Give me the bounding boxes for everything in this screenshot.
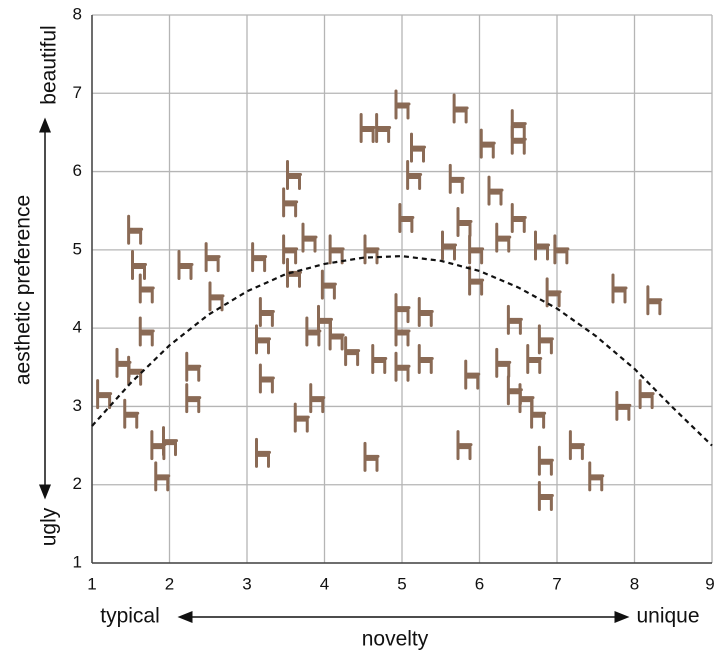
chair-marker xyxy=(454,95,467,122)
chair-marker xyxy=(179,252,192,279)
chair-marker xyxy=(125,400,138,427)
x-tick-label: 4 xyxy=(320,574,329,593)
y-tick-label: 3 xyxy=(73,396,82,415)
chair-marker xyxy=(260,298,273,325)
chair-marker xyxy=(408,161,421,188)
chair-marker xyxy=(512,111,525,138)
x-high-label: unique xyxy=(636,605,699,628)
chair-marker xyxy=(346,338,359,365)
x-tick-label: 2 xyxy=(165,574,174,593)
chair-marker xyxy=(373,345,386,372)
chair-marker xyxy=(257,439,270,466)
chair-marker xyxy=(547,279,560,306)
chair-marker xyxy=(512,205,525,232)
chair-marker xyxy=(361,115,374,142)
chair-marker xyxy=(98,381,111,408)
y-tick-label: 4 xyxy=(73,318,82,337)
chair-marker xyxy=(539,326,552,353)
chair-marker xyxy=(617,392,630,419)
y-tick-label: 7 xyxy=(73,83,82,102)
chair-marker xyxy=(140,318,153,345)
chair-marker xyxy=(206,244,219,271)
x-low-label: typical xyxy=(100,605,160,628)
y-tick-label: 8 xyxy=(73,4,82,23)
chair-marker xyxy=(365,236,378,263)
chair-marker xyxy=(508,306,521,333)
chair-marker xyxy=(284,236,297,263)
chair-marker xyxy=(330,236,343,263)
chair-marker xyxy=(330,322,343,349)
chair-marker xyxy=(129,216,142,243)
y-high-label: beautiful xyxy=(38,25,61,104)
chair-marker xyxy=(466,361,479,388)
chair-marker xyxy=(303,224,316,251)
x-tick-label: 1 xyxy=(87,574,96,593)
chair-marker xyxy=(497,224,510,251)
chair-marker xyxy=(365,443,378,470)
x-axis-label: novelty xyxy=(362,628,429,651)
chair-marker xyxy=(260,365,273,392)
chair-marker xyxy=(450,165,463,192)
chair-marker xyxy=(257,326,270,353)
x-tick-label: 3 xyxy=(242,574,251,593)
x-tick-label: 8 xyxy=(630,574,639,593)
chair-marker xyxy=(419,345,432,372)
x-tick-label: 6 xyxy=(475,574,484,593)
chair-marker xyxy=(470,236,483,263)
x-tick-label: 9 xyxy=(705,574,714,593)
chair-marker xyxy=(570,432,583,459)
chair-marker xyxy=(536,232,549,259)
chart: beautiful ugly aesthetic preference typi… xyxy=(0,0,715,652)
chair-marker xyxy=(640,381,653,408)
chair-marker xyxy=(187,385,200,412)
chair-marker xyxy=(311,385,324,412)
chair-marker xyxy=(288,161,301,188)
chair-marker xyxy=(481,130,494,157)
y-tick-label: 5 xyxy=(73,239,82,258)
chair-marker xyxy=(156,463,169,490)
chair-marker xyxy=(613,275,626,302)
y-axis-label: aesthetic preference xyxy=(12,195,35,385)
y-tick-label: 1 xyxy=(73,552,82,571)
chair-marker xyxy=(539,482,552,509)
chair-marker xyxy=(532,400,545,427)
x-tick-label: 5 xyxy=(397,574,406,593)
chair-marker xyxy=(489,177,502,204)
chair-marker xyxy=(443,232,456,259)
chair-marker xyxy=(253,244,266,271)
chair-marker xyxy=(458,432,471,459)
chair-marker xyxy=(458,208,471,235)
chair-marker xyxy=(539,447,552,474)
chair-marker xyxy=(140,275,153,302)
chair-marker xyxy=(284,189,297,216)
chair-marker xyxy=(419,298,432,325)
y-low-label: ugly xyxy=(38,507,61,546)
y-tick-label: 6 xyxy=(73,161,82,180)
chair-marker xyxy=(648,287,661,314)
chair-marker xyxy=(497,349,510,376)
chair-marker xyxy=(590,463,603,490)
chair-marker xyxy=(412,134,425,161)
x-tick-label: 7 xyxy=(552,574,561,593)
chair-marker xyxy=(295,404,308,431)
chair-marker xyxy=(377,115,390,142)
chair-marker xyxy=(210,283,223,310)
chair-marker xyxy=(187,353,200,380)
y-tick-label: 2 xyxy=(73,474,82,493)
